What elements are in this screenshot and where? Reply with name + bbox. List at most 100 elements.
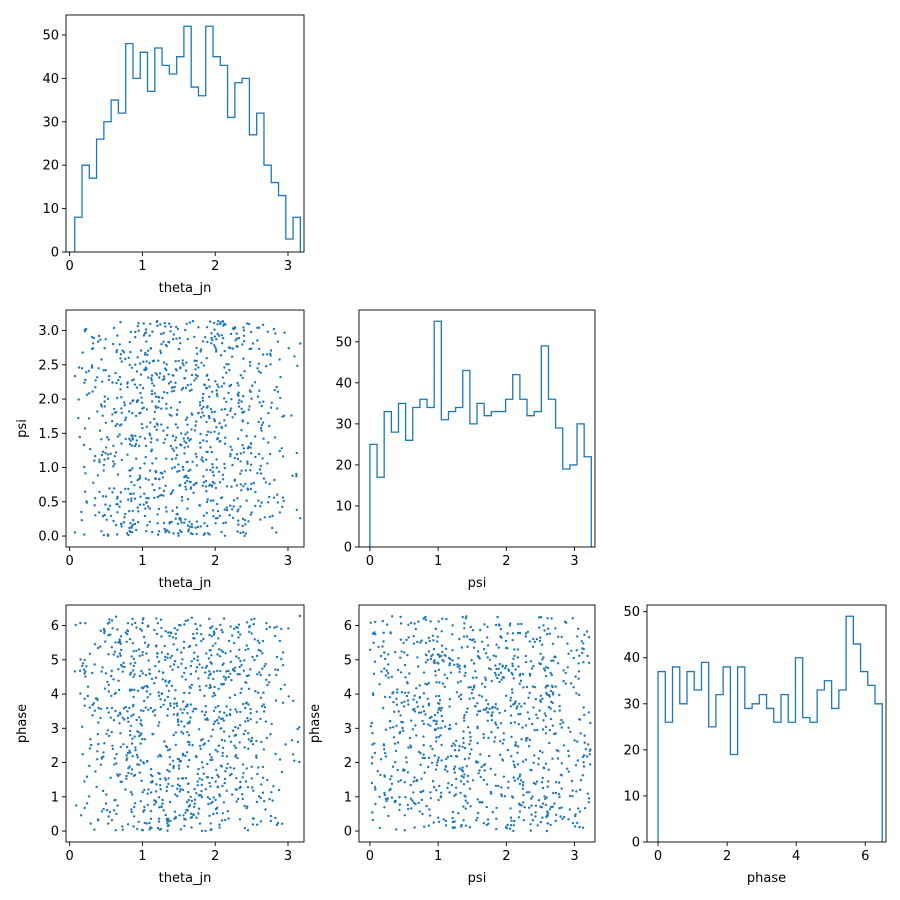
scatter-point	[232, 667, 235, 671]
scatter-point	[276, 407, 279, 410]
y-tick-label: 30	[42, 115, 59, 130]
scatter-point	[126, 382, 129, 385]
scatter-point	[469, 739, 472, 742]
scatter-point	[148, 672, 152, 675]
scatter-point	[564, 671, 567, 675]
scatter-point	[428, 808, 431, 811]
scatter-point	[185, 416, 189, 419]
scatter-point	[516, 745, 520, 748]
scatter-point	[166, 714, 169, 717]
scatter-point	[212, 474, 215, 477]
scatter-point	[188, 758, 191, 762]
scatter-point	[156, 622, 159, 625]
scatter-point	[221, 784, 224, 788]
scatter-point	[237, 630, 240, 634]
scatter-point	[265, 627, 268, 631]
scatter-point	[560, 787, 563, 790]
scatter-point	[185, 479, 189, 483]
scatter-point	[471, 688, 474, 691]
scatter-point	[463, 627, 466, 630]
scatter-point	[183, 377, 187, 380]
scatter-point	[189, 480, 192, 484]
scatter-point	[276, 668, 280, 672]
scatter-point	[223, 466, 226, 470]
scatter-point	[173, 385, 176, 389]
scatter-point	[175, 436, 178, 439]
scatter-point	[571, 617, 574, 620]
scatter-point	[412, 642, 416, 645]
scatter-point	[418, 810, 421, 813]
scatter-point	[118, 722, 121, 725]
scatter-point	[215, 466, 218, 469]
scatter-point	[81, 664, 84, 668]
scatter-point	[483, 769, 486, 772]
scatter-point	[150, 377, 153, 380]
scatter-point	[546, 684, 550, 687]
scatter-point	[146, 686, 149, 689]
scatter-point	[149, 347, 152, 350]
scatter-point	[464, 795, 467, 798]
scatter-point	[143, 685, 146, 688]
scatter-point	[190, 616, 193, 619]
scatter-point	[560, 718, 563, 722]
scatter-point	[370, 721, 374, 725]
scatter-point	[129, 330, 133, 334]
scatter-point	[133, 484, 136, 487]
scatter-point	[134, 363, 137, 366]
scatter-point	[470, 748, 473, 751]
scatter-point	[234, 788, 237, 791]
scatter-point	[239, 460, 242, 463]
scatter-point	[262, 477, 266, 480]
scatter-point	[211, 466, 214, 469]
x-axis-label: theta_jn	[159, 871, 212, 886]
scatter-point	[83, 806, 86, 810]
scatter-point	[281, 505, 284, 508]
scatter-point	[454, 755, 458, 758]
scatter-point	[195, 359, 198, 363]
scatter-point	[121, 349, 124, 352]
scatter-point	[495, 817, 498, 820]
scatter-point	[97, 721, 100, 724]
scatter-point	[468, 787, 472, 790]
scatter-point	[498, 711, 501, 715]
scatter-point	[587, 801, 590, 804]
scatter-point	[235, 777, 238, 780]
scatter-point	[552, 791, 555, 795]
scatter-point	[100, 405, 104, 408]
scatter-point	[130, 497, 133, 500]
scatter-point	[118, 652, 122, 655]
scatter-point	[83, 533, 86, 536]
scatter-point	[214, 346, 217, 349]
scatter-point	[97, 819, 100, 822]
scatter-point	[171, 784, 174, 788]
scatter-point	[582, 661, 585, 664]
scatter-point	[83, 465, 86, 469]
scatter-point	[81, 725, 84, 728]
scatter-point	[266, 683, 269, 687]
scatter-point	[186, 765, 190, 768]
scatter-point	[181, 754, 185, 757]
scatter-point	[168, 521, 171, 524]
scatter-point	[437, 694, 441, 698]
scatter-point	[420, 790, 423, 794]
scatter-point	[233, 413, 237, 416]
scatter-point	[234, 746, 237, 750]
scatter-point	[139, 362, 142, 365]
scatter-point	[212, 321, 216, 325]
scatter-point	[247, 674, 250, 677]
scatter-point	[210, 342, 213, 345]
scatter-point	[112, 487, 116, 490]
scatter-point	[157, 755, 160, 758]
scatter-point	[487, 736, 490, 740]
scatter-point	[168, 679, 171, 683]
scatter-point	[240, 400, 243, 403]
scatter-point	[424, 618, 428, 622]
scatter-point	[437, 816, 440, 819]
scatter-point	[212, 499, 215, 502]
scatter-point	[93, 663, 96, 666]
scatter-point	[223, 419, 226, 422]
scatter-point	[209, 446, 212, 449]
scatter-point	[403, 829, 406, 832]
scatter-point	[255, 710, 258, 713]
